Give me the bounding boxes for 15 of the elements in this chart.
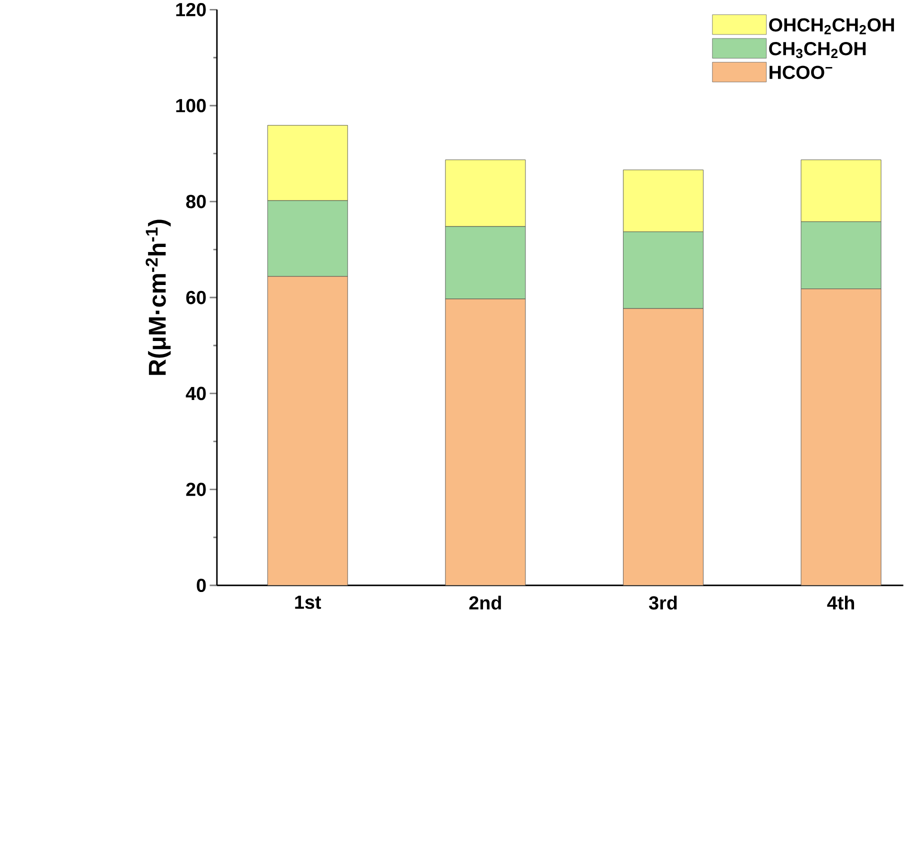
y-tick-label: 60 [186,290,206,304]
legend-label: CH$_{3}$CH$_{2}$OH [769,42,866,58]
y-tick-label: 0 [196,578,206,592]
y-tick-label: 100 [176,98,206,112]
x-tick-label: 1st [295,596,322,609]
y-axis-title: R(μM·cm$^{-2}$h$^{-1}$) [146,220,171,375]
legend-label: OHCH$_{2}$CH$_{2}$OH [769,18,894,34]
y-tick-label: 80 [186,194,206,208]
x-tick-label: 2nd [469,596,501,610]
y-tick-label: 40 [186,386,206,400]
legend-label: HCOO$^{−}$ [770,66,832,79]
x-tick-label: 3rd [648,596,677,610]
y-tick-label: 20 [186,482,206,496]
y-tick-label: 120 [176,2,206,16]
x-tick-label: 4th [827,596,854,610]
